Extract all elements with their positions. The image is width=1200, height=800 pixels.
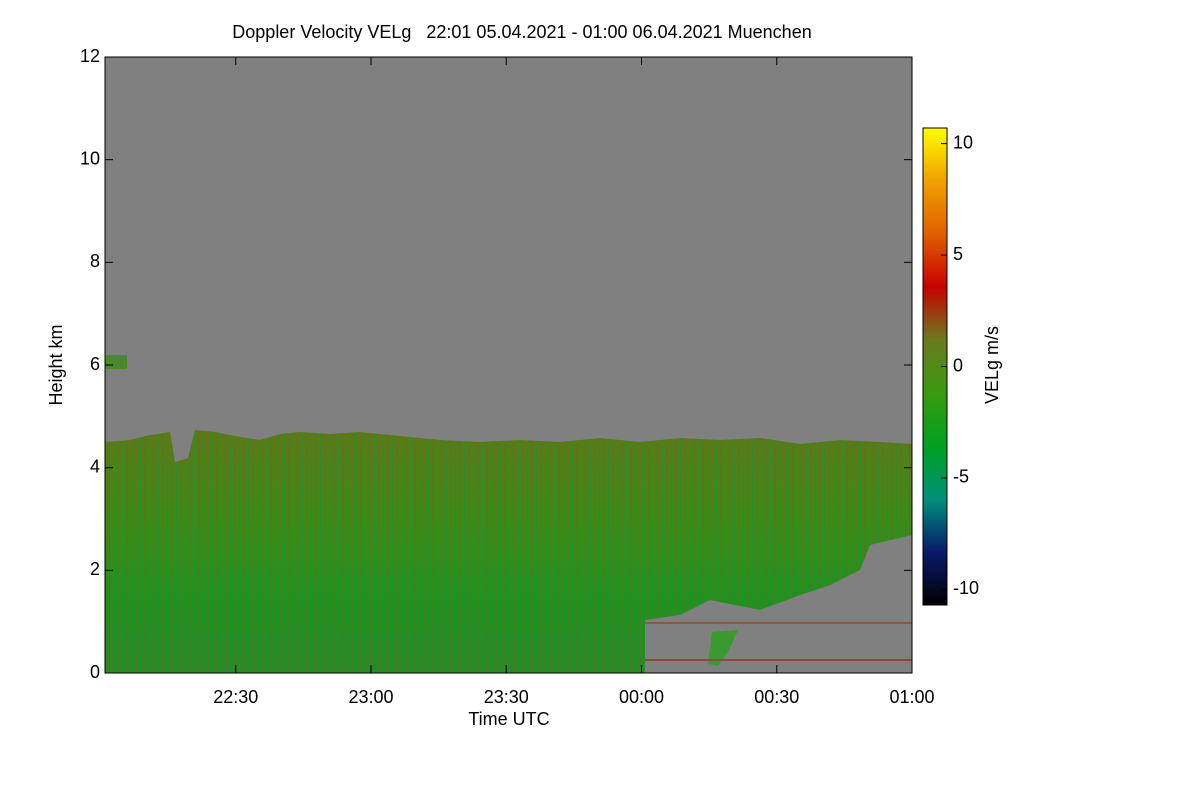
y-tick-label: 6 [90,354,100,374]
y-tick-label: 0 [90,662,100,682]
x-tick-label: 00:30 [754,687,799,707]
colorbar-tick-label: 5 [953,244,963,264]
y-tick-label: 8 [90,251,100,271]
x-tick-label: 01:00 [889,687,934,707]
velocity-field [105,57,912,673]
x-tick-label: 23:30 [484,687,529,707]
y-tick-label: 4 [90,456,100,476]
x-tick-label: 23:00 [348,687,393,707]
colorbar-tick-label: 0 [953,355,963,375]
colorbar-tick-label: -10 [953,578,979,598]
y-tick-label: 10 [80,148,100,168]
colorbar-label: VELg m/s [982,326,1002,404]
colorbar-tick-label: -5 [953,467,969,487]
y-tick-label: 2 [90,559,100,579]
y-axis-label: Height km [46,324,66,405]
y-tick-label: 12 [80,46,100,66]
chart-title: Doppler Velocity VELg 22:01 05.04.2021 -… [232,22,811,42]
x-tick-label: 00:00 [619,687,664,707]
colorbar-tick-label: 10 [953,132,973,152]
x-tick-label: 22:30 [213,687,258,707]
x-axis-label: Time UTC [468,709,549,729]
